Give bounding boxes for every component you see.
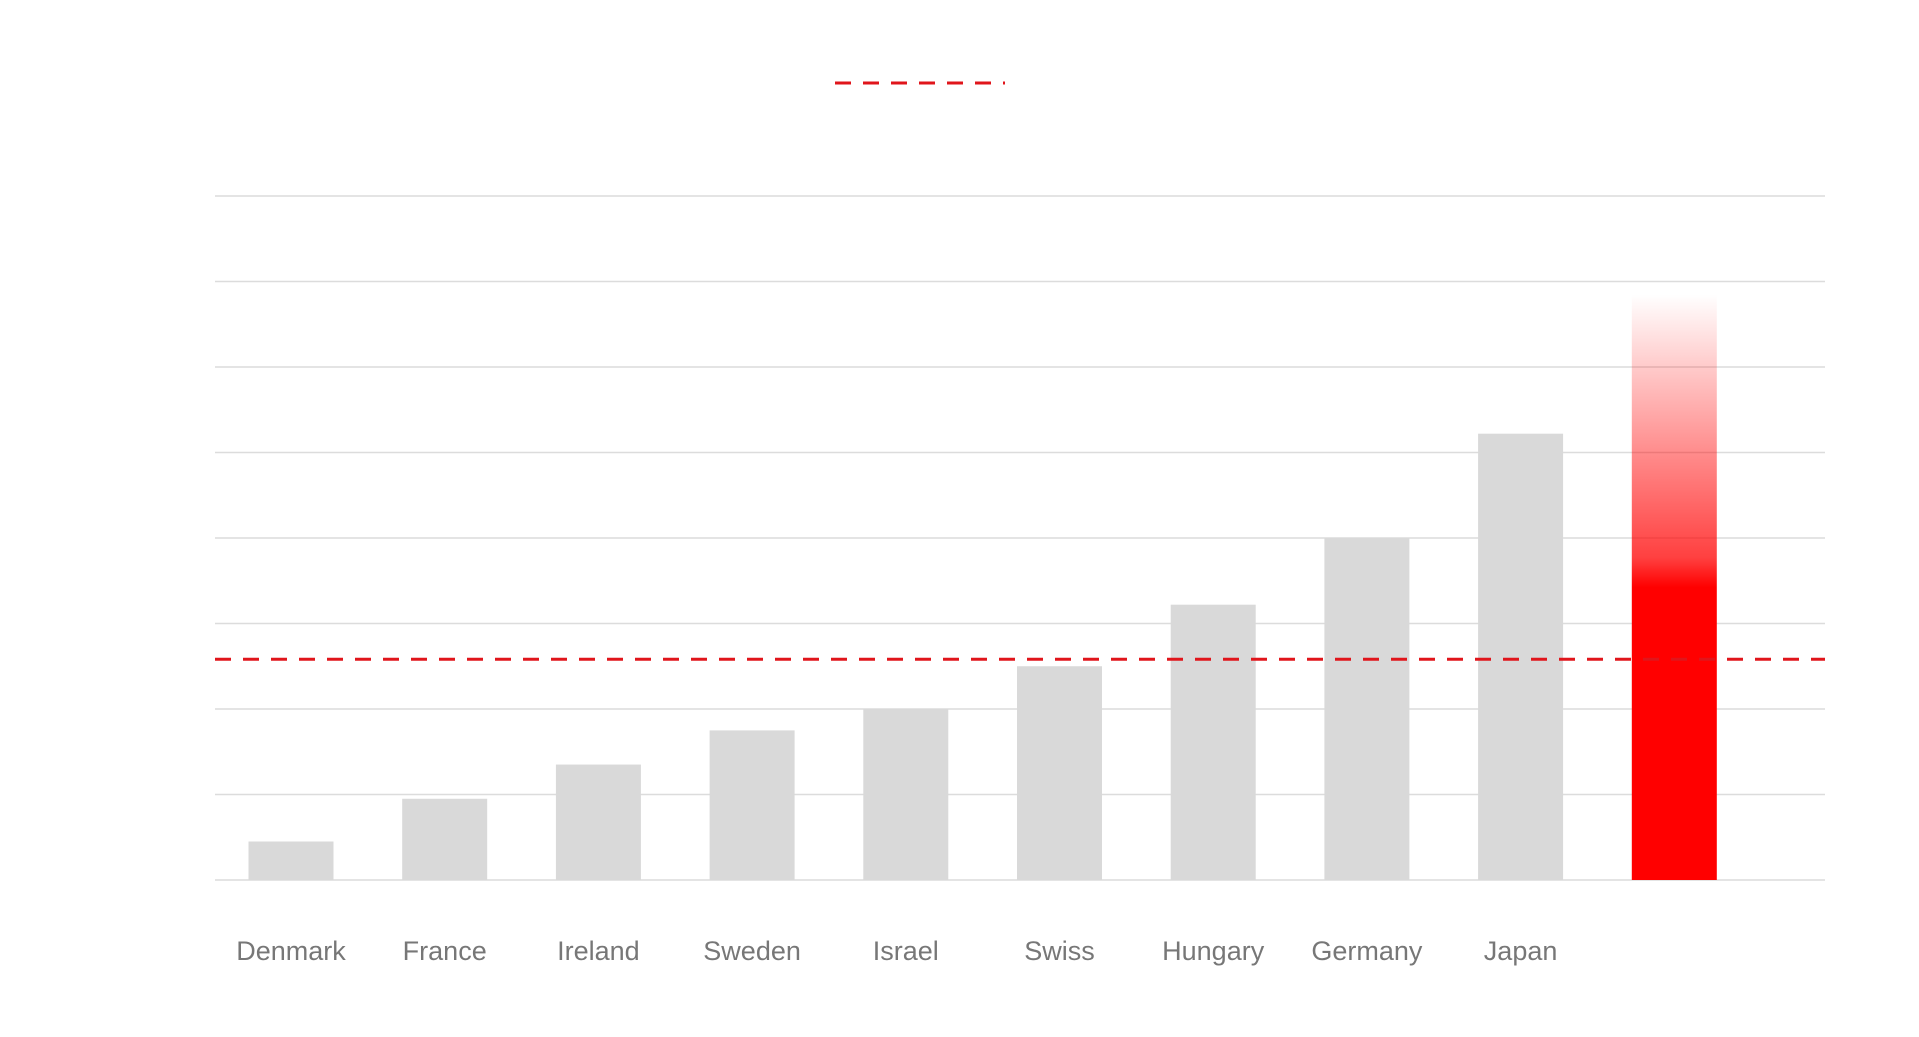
x-tick-label: Denmark	[236, 936, 346, 966]
bar	[1478, 433, 1564, 880]
bar	[863, 709, 949, 880]
x-tick-label: Japan	[1484, 936, 1558, 966]
x-tick-label: Ireland	[557, 936, 640, 966]
bar-highlight	[1631, 294, 1717, 880]
bar	[402, 798, 488, 880]
bar	[1170, 604, 1256, 880]
bar	[1324, 538, 1410, 880]
x-tick-label: Hungary	[1162, 936, 1265, 966]
x-tick-label: France	[403, 936, 487, 966]
bar	[709, 730, 795, 880]
x-tick-label: Sweden	[703, 936, 801, 966]
x-axis-labels: Denmark France Ireland Sweden Israel Swiss Hun…	[236, 936, 1557, 966]
bar	[1017, 666, 1102, 880]
bar	[555, 764, 641, 880]
x-tick-label: Swiss	[1024, 936, 1095, 966]
bar	[248, 841, 334, 880]
gridlines	[215, 195, 1825, 881]
x-tick-label: Germany	[1311, 936, 1423, 966]
x-tick-label: Israel	[873, 936, 939, 966]
bars	[248, 294, 1717, 880]
